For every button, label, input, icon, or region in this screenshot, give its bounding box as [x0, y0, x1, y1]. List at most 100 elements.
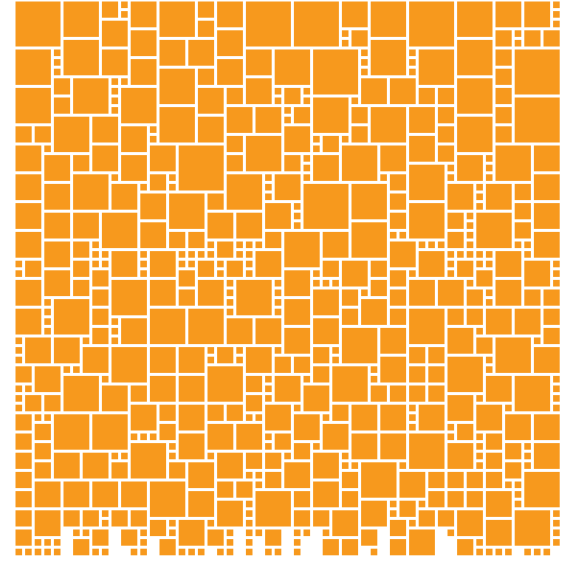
tile: [437, 241, 445, 249]
tile: [380, 327, 407, 354]
tile: [418, 241, 426, 249]
tile: [15, 385, 23, 393]
tile: [293, 414, 320, 441]
tile: [34, 462, 51, 479]
tile: [389, 510, 397, 517]
tile: [457, 78, 493, 114]
tile: [44, 327, 51, 335]
tile: [111, 183, 138, 210]
tile: [255, 471, 263, 479]
tile: [101, 385, 128, 412]
tile: [197, 251, 205, 258]
tile: [178, 519, 205, 546]
tile: [265, 443, 272, 450]
tile: [111, 87, 119, 95]
tile: [245, 49, 272, 76]
tile: [15, 279, 42, 306]
tile: [361, 68, 368, 76]
tile: [217, 59, 243, 85]
tile: [245, 519, 253, 527]
tile: [101, 49, 128, 76]
tile: [245, 241, 253, 249]
tile: [92, 260, 99, 268]
tile: [111, 327, 119, 335]
tile: [495, 548, 503, 556]
tile: [524, 443, 531, 450]
tile: [149, 433, 157, 441]
tile: [351, 30, 368, 47]
tile: [351, 222, 387, 258]
tile: [457, 260, 474, 277]
tile: [121, 78, 128, 85]
tile: [313, 135, 320, 143]
tile: [92, 289, 109, 306]
tile: [313, 318, 339, 345]
tile: [34, 548, 42, 556]
tile: [341, 308, 359, 325]
tile: [524, 241, 531, 249]
tile: [82, 529, 90, 537]
tile: [313, 366, 330, 383]
tile: [265, 385, 272, 393]
tile: [25, 260, 42, 277]
tile: [380, 356, 407, 383]
tile: [485, 299, 493, 306]
tile: [370, 107, 407, 143]
tile: [82, 347, 109, 373]
tile: [370, 279, 387, 297]
tile: [485, 251, 493, 258]
tile: [447, 327, 474, 354]
tile: [409, 107, 435, 133]
tile: [505, 481, 512, 489]
tile: [553, 510, 560, 517]
tile: [44, 318, 51, 325]
tile: [447, 270, 455, 277]
tile: [303, 164, 311, 172]
tile: [543, 548, 551, 556]
tile: [341, 289, 359, 306]
tile: [265, 193, 272, 201]
tile: [322, 260, 339, 277]
tile: [447, 231, 464, 249]
tile: [111, 279, 147, 316]
tile: [149, 481, 186, 517]
tile: [255, 251, 282, 277]
tile: [524, 462, 531, 469]
tile: [466, 212, 474, 220]
tile: [533, 203, 560, 229]
tile: [313, 97, 349, 133]
tile: [293, 212, 301, 220]
tile: [437, 145, 455, 162]
tile: [207, 347, 215, 354]
tile: [553, 279, 560, 287]
tile: [140, 260, 147, 268]
tile: [73, 539, 90, 556]
tile: [178, 270, 195, 287]
tile: [351, 126, 368, 143]
tile: [92, 270, 109, 287]
tile: [495, 126, 512, 143]
tile: [207, 423, 234, 450]
tile: [217, 500, 243, 527]
tile: [188, 260, 195, 268]
tile: [44, 539, 51, 546]
tile: [476, 193, 483, 201]
tile: [322, 279, 330, 287]
tile: [524, 30, 541, 47]
tile: [188, 39, 215, 66]
tile: [111, 462, 128, 479]
tile: [34, 423, 51, 441]
tile: [15, 270, 23, 277]
tile: [437, 107, 455, 124]
tile: [553, 519, 560, 527]
tile: [255, 414, 263, 421]
tile: [505, 462, 522, 479]
tile: [217, 241, 234, 258]
tile: [101, 548, 109, 556]
tile: [169, 183, 176, 191]
tile: [284, 87, 301, 105]
tile: [130, 443, 167, 479]
tile: [73, 212, 99, 239]
tile: [226, 289, 234, 297]
tile: [409, 308, 445, 345]
